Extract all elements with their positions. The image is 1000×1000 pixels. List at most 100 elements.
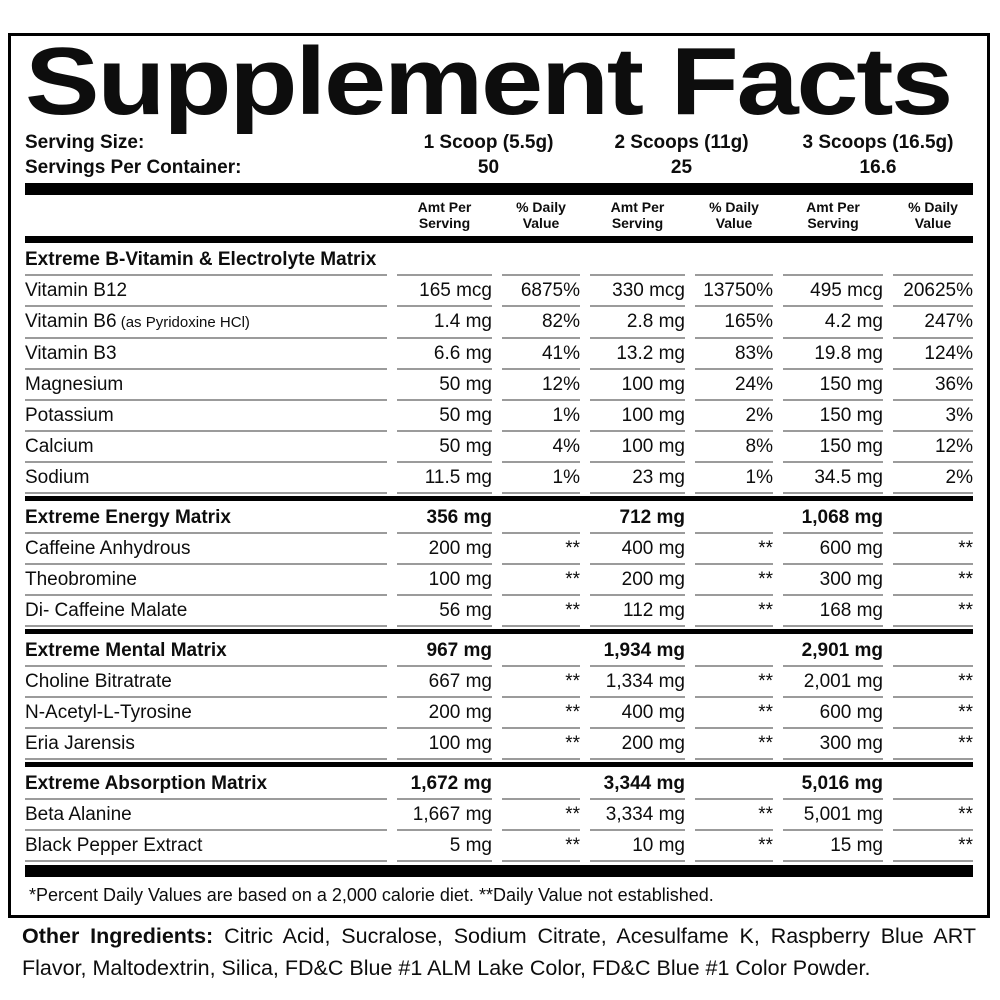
- amount-value: 600 mg: [783, 698, 883, 730]
- daily-value: 6875%: [502, 276, 580, 308]
- amount-value: 2.8 mg: [590, 307, 685, 340]
- amount-value: 100 mg: [590, 401, 685, 433]
- column-header-dv-2: % Daily Value: [709, 199, 759, 231]
- amount-value: 330 mcg: [590, 276, 685, 308]
- section-dv-3: [893, 245, 973, 277]
- amount-value: 300 mg: [783, 565, 883, 597]
- section-dv-1: [502, 636, 580, 668]
- section-divider-bar: [25, 762, 973, 768]
- amount-value: 100 mg: [397, 565, 492, 597]
- daily-value: **: [893, 565, 973, 597]
- section-dv-1: [502, 769, 580, 801]
- ingredient-row: Magnesium 50 mg 12% 100 mg 24% 150 mg 36%: [25, 370, 973, 402]
- amount-value: 50 mg: [397, 370, 492, 402]
- servings-per-container-row: Servings Per Container: 50 25 16.6: [25, 155, 973, 180]
- facts-table: Extreme B-Vitamin & Electrolyte Matrix Vi…: [25, 245, 973, 863]
- amount-value: 112 mg: [590, 596, 685, 628]
- amount-value: 13.2 mg: [590, 339, 685, 371]
- amount-value: 15 mg: [783, 831, 883, 863]
- amount-value: 200 mg: [590, 565, 685, 597]
- daily-value: 82%: [502, 307, 580, 340]
- daily-value: **: [502, 698, 580, 730]
- section-amount-1: 356 mg: [397, 503, 492, 535]
- serving-size-label: Serving Size:: [25, 132, 145, 153]
- other-ingredients-label: Other Ingredients:: [22, 924, 214, 948]
- daily-value: **: [695, 698, 773, 730]
- section-amount-1: 1,672 mg: [397, 769, 492, 801]
- ingredient-row: Vitamin B6 (as Pyridoxine HCl) 1.4 mg 82% 2…: [25, 307, 973, 340]
- serving-size-option-3: 3 Scoops (16.5g): [802, 132, 954, 153]
- section-header-row: Extreme B-Vitamin & Electrolyte Matrix: [25, 245, 973, 277]
- ingredient-name: Di- Caffeine Malate: [25, 596, 387, 628]
- amount-value: 10 mg: [590, 831, 685, 863]
- daily-value: **: [502, 831, 580, 863]
- amount-value: 600 mg: [783, 534, 883, 566]
- ingredient-name: Vitamin B12: [25, 276, 387, 308]
- ingredient-row: Calcium 50 mg 4% 100 mg 8% 150 mg 12%: [25, 432, 973, 464]
- amount-value: 100 mg: [397, 729, 492, 761]
- daily-value: 1%: [502, 401, 580, 433]
- daily-value: 83%: [695, 339, 773, 371]
- column-header-row: Amt Per Serving % Daily Value Amt Per Se…: [25, 198, 973, 234]
- ingredient-name: Vitamin B3: [25, 339, 387, 371]
- amount-value: 23 mg: [590, 463, 685, 495]
- amount-value: 168 mg: [783, 596, 883, 628]
- amount-value: 11.5 mg: [397, 463, 492, 495]
- ingredient-row: Black Pepper Extract 5 mg ** 10 mg ** 15 mg **: [25, 831, 973, 863]
- daily-value: 3%: [893, 401, 973, 433]
- amount-value: 200 mg: [397, 698, 492, 730]
- panel-title-wrap: Supplement Facts: [25, 33, 973, 129]
- amount-value: 56 mg: [397, 596, 492, 628]
- servings-per-container-label: Servings Per Container:: [25, 157, 242, 178]
- ingredient-name: Potassium: [25, 401, 387, 433]
- panel-title: Supplement Facts: [25, 28, 953, 135]
- amount-value: 400 mg: [590, 698, 685, 730]
- daily-value: **: [893, 729, 973, 761]
- ingredient-row: Potassium 50 mg 1% 100 mg 2% 150 mg 3%: [25, 401, 973, 433]
- amount-value: 5 mg: [397, 831, 492, 863]
- daily-value: 124%: [893, 339, 973, 371]
- daily-value: 1%: [695, 463, 773, 495]
- daily-value: **: [893, 534, 973, 566]
- ingredient-name: Eria Jarensis: [25, 729, 387, 761]
- section-amount-2: 3,344 mg: [590, 769, 685, 801]
- amount-value: 300 mg: [783, 729, 883, 761]
- section-amount-2: [590, 245, 685, 277]
- section-dv-2: [695, 769, 773, 801]
- ingredient-row: Vitamin B3 6.6 mg 41% 13.2 mg 83% 19.8 mg 124%: [25, 339, 973, 371]
- other-ingredients: Other Ingredients: Citric Acid, Sucralos…: [22, 920, 976, 985]
- amount-value: 1,667 mg: [397, 800, 492, 832]
- ingredient-name: Sodium: [25, 463, 387, 495]
- section-amount-3: 1,068 mg: [783, 503, 883, 535]
- ingredient-name: Theobromine: [25, 565, 387, 597]
- section-header-row: Extreme Energy Matrix 356 mg 712 mg 1,068 m…: [25, 503, 973, 535]
- section-amount-3: [783, 245, 883, 277]
- ingredient-row: Choline Bitratrate 667 mg ** 1,334 mg ** 2,00…: [25, 667, 973, 699]
- ingredient-name: Vitamin B6 (as Pyridoxine HCl): [25, 307, 387, 340]
- daily-value: **: [502, 800, 580, 832]
- section-dv-1: [502, 503, 580, 535]
- daily-value: **: [893, 667, 973, 699]
- section-name: Extreme Absorption Matrix: [25, 769, 387, 801]
- daily-value: **: [695, 534, 773, 566]
- ingredient-row: Sodium 11.5 mg 1% 23 mg 1% 34.5 mg 2%: [25, 463, 973, 495]
- ingredient-name: Calcium: [25, 432, 387, 464]
- section-amount-3: 2,901 mg: [783, 636, 883, 668]
- section-name: Extreme Energy Matrix: [25, 503, 387, 535]
- daily-value: **: [695, 800, 773, 832]
- amount-value: 5,001 mg: [783, 800, 883, 832]
- ingredient-name: N-Acetyl-L-Tyrosine: [25, 698, 387, 730]
- amount-value: 19.8 mg: [783, 339, 883, 371]
- ingredient-row: Vitamin B12 165 mcg 6875% 330 mcg 13750% 495 …: [25, 276, 973, 308]
- ingredient-name: Magnesium: [25, 370, 387, 402]
- amount-value: 165 mcg: [397, 276, 492, 308]
- ingredient-name: Beta Alanine: [25, 800, 387, 832]
- amount-value: 6.6 mg: [397, 339, 492, 371]
- column-header-spacer: [25, 200, 387, 231]
- daily-value: **: [893, 831, 973, 863]
- serving-size-option-2: 2 Scoops (11g): [614, 132, 749, 153]
- daily-value: **: [502, 667, 580, 699]
- serving-size-option-1: 1 Scoop (5.5g): [423, 132, 554, 153]
- section-name: Extreme B-Vitamin & Electrolyte Matrix: [25, 245, 387, 277]
